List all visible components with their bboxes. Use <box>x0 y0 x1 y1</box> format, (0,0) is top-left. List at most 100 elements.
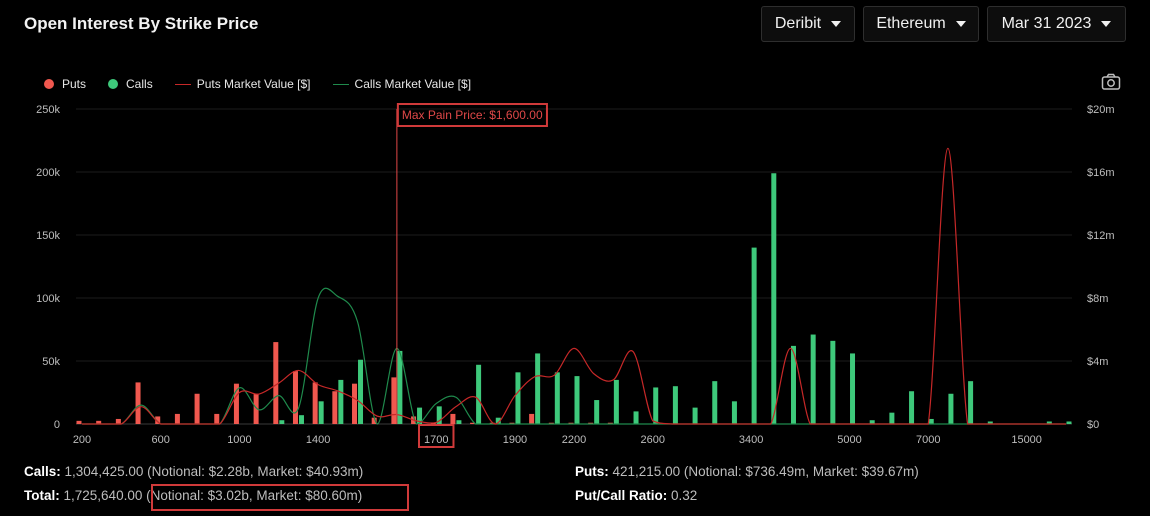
chevron-down-icon <box>1101 21 1112 27</box>
expiry-dropdown[interactable]: Mar 31 2023 <box>987 6 1126 42</box>
page-title: Open Interest By Strike Price <box>24 14 259 33</box>
x-tick-label: 15000 <box>1011 434 1042 446</box>
puts-summary: Puts: 421,215.00 (Notional: $736.49m, Ma… <box>575 464 919 479</box>
max-pain-highlight <box>396 103 548 127</box>
calls-summary-label: Calls: <box>24 464 61 479</box>
call-bar <box>417 407 423 424</box>
asset-dropdown[interactable]: Ethereum <box>863 6 979 42</box>
call-bar <box>928 418 934 424</box>
call-bar <box>771 173 777 424</box>
call-bar <box>633 411 639 424</box>
call-bar <box>397 350 403 424</box>
put-bar <box>607 422 613 424</box>
put-bar <box>214 413 220 424</box>
puts-summary-label: Puts: <box>575 464 609 479</box>
put-bar <box>529 413 535 424</box>
call-bar <box>338 379 344 424</box>
y-left-tick-label: 200k <box>36 167 60 179</box>
asset-dropdown-label: Ethereum <box>876 15 946 32</box>
camera-icon[interactable] <box>1101 73 1121 91</box>
call-bar <box>968 381 974 424</box>
x-tick-label: 1400 <box>306 434 330 446</box>
call-bar <box>574 376 580 424</box>
put-bar <box>155 416 161 424</box>
x-tick-label: 7000 <box>916 434 940 446</box>
call-bar <box>1066 421 1072 424</box>
call-bar <box>279 420 285 424</box>
legend-item-puts[interactable]: Puts <box>44 77 86 91</box>
puts-summary-value: 421,215.00 (Notional: $736.49m, Market: … <box>612 464 919 479</box>
call-bar <box>476 364 482 424</box>
total-summary-value: 1,725,640.00 <box>63 488 143 503</box>
call-bar <box>850 353 856 424</box>
x-tick-label: 3400 <box>739 434 763 446</box>
call-bar <box>613 379 619 424</box>
call-bar <box>318 401 324 424</box>
call-bar <box>298 415 304 424</box>
y-left-tick-label: 50k <box>42 356 60 368</box>
y-right-tick-label: $16m <box>1087 167 1115 179</box>
call-bar <box>889 412 895 424</box>
put-bar <box>332 391 338 424</box>
put-bar <box>509 422 515 424</box>
call-bar <box>515 372 521 424</box>
put-bar <box>233 383 239 424</box>
call-bar <box>948 393 954 424</box>
put-bar <box>253 393 259 424</box>
put-bar <box>194 393 200 424</box>
chevron-down-icon <box>955 21 966 27</box>
puts-market-value-line <box>82 147 1066 425</box>
call-bar <box>1046 421 1052 424</box>
put-bar <box>588 422 594 424</box>
calls-summary-value: 1,304,425.00 (Notional: $2.28b, Market: … <box>64 464 364 479</box>
put-bar <box>470 422 476 424</box>
call-bar <box>987 421 993 424</box>
legend-item-puts-mv[interactable]: Puts Market Value [$] <box>174 77 311 91</box>
put-bar <box>312 382 318 424</box>
put-bar <box>352 383 358 424</box>
y-right-tick-label: $12m <box>1087 230 1115 242</box>
x-tick-label: 5000 <box>837 434 861 446</box>
y-right-tick-label: $0 <box>1087 419 1099 431</box>
legend-label-calls-mv: Calls Market Value [$] <box>354 77 472 91</box>
legend-item-calls[interactable]: Calls <box>108 77 153 91</box>
legend-dot-calls <box>108 79 119 89</box>
call-bar <box>672 386 678 424</box>
call-bar <box>358 359 364 424</box>
call-bar <box>909 391 915 424</box>
put-call-ratio: Put/Call Ratio: 0.32 <box>575 488 697 503</box>
legend-label-calls: Calls <box>126 77 153 91</box>
total-summary: Total: 1,725,640.00 (Notional: $3.02b, M… <box>24 488 362 503</box>
put-bar <box>115 418 121 424</box>
y-left-tick-label: 100k <box>36 293 60 305</box>
x-tick-label: 200 <box>73 434 91 446</box>
call-bar <box>535 353 541 424</box>
put-bar <box>568 422 574 424</box>
put-call-ratio-value: 0.32 <box>671 488 698 503</box>
put-bar <box>489 422 495 424</box>
x-tick-label: 1000 <box>227 434 251 446</box>
chevron-down-icon <box>831 21 842 27</box>
call-bar <box>456 420 462 424</box>
calls-market-value-line <box>82 287 1066 425</box>
call-bar <box>731 401 737 424</box>
put-bar <box>548 422 554 424</box>
legend-item-calls-mv[interactable]: Calls Market Value [$] <box>332 77 472 91</box>
put-bar <box>76 420 82 424</box>
put-bar <box>96 420 102 424</box>
x-tick-label: 2200 <box>562 434 586 446</box>
put-bar <box>273 342 279 424</box>
y-left-tick-label: 250k <box>36 104 60 116</box>
strike-1700-highlight <box>417 424 455 448</box>
exchange-dropdown[interactable]: Deribit <box>761 6 855 42</box>
call-bar <box>712 381 718 424</box>
x-tick-label: 600 <box>152 434 170 446</box>
legend-label-puts: Puts <box>62 77 87 91</box>
total-summary-detail: (Notional: $3.02b, Market: $80.60m) <box>146 488 363 503</box>
put-call-ratio-label: Put/Call Ratio: <box>575 488 668 503</box>
exchange-dropdown-label: Deribit <box>774 15 822 32</box>
total-notional-highlight <box>151 484 409 511</box>
put-bar <box>174 413 180 424</box>
max-pain-label: Max Pain Price: $1,600.00 <box>402 108 543 122</box>
legend-label-puts-mv: Puts Market Value [$] <box>196 77 311 91</box>
